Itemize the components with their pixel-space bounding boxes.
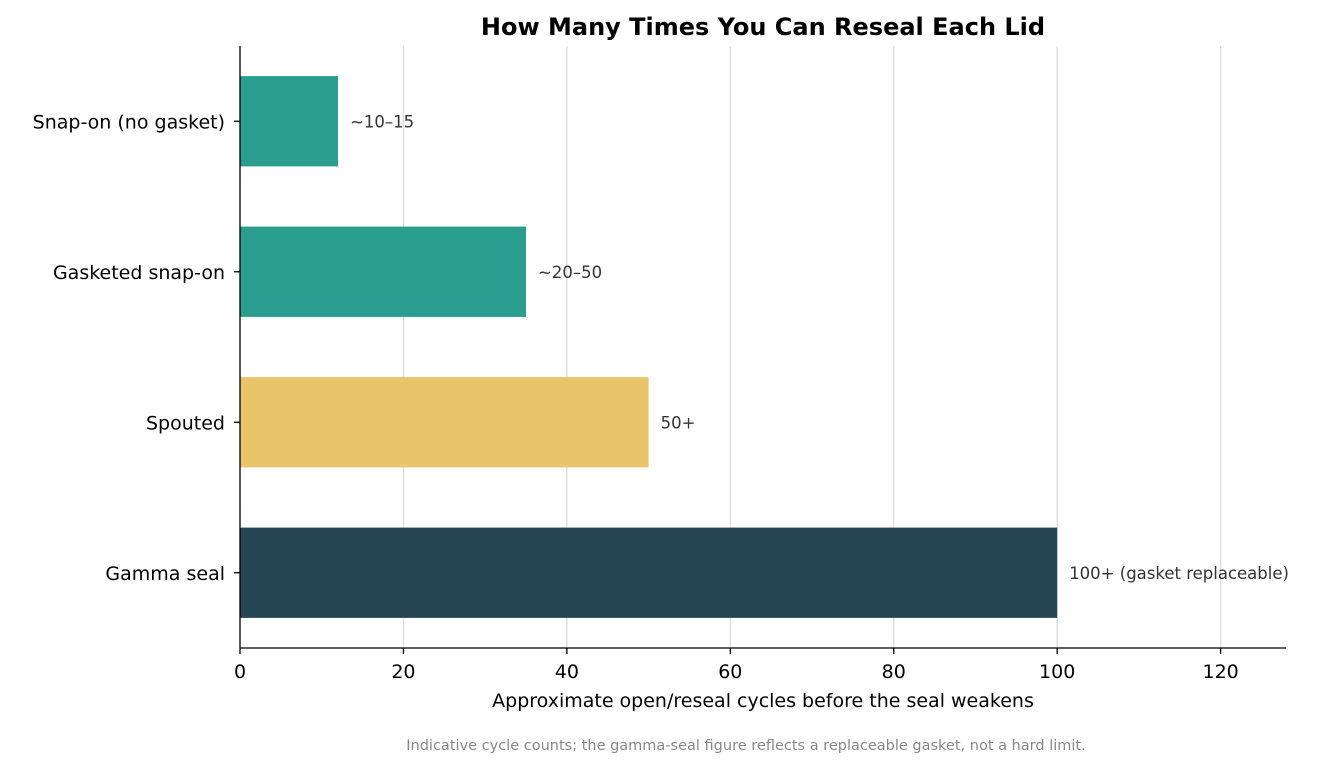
bar [240,527,1058,618]
chart-title: How Many Times You Can Reseal Each Lid [481,13,1045,41]
labels: 0 20 40 60 80 100 120 Snap-on (no gasket) ~10–15… [33,111,1289,683]
category-label: Spouted [146,412,225,434]
bars [240,76,1058,618]
data-label: 50+ [661,413,696,432]
bar [240,76,339,167]
category-label: Gasketed snap-on [53,262,225,284]
bar [240,377,649,468]
category-label: Gamma seal [105,563,225,585]
x-tick-label: 120 [1202,661,1238,683]
category-label: Snap-on (no gasket) [33,111,225,133]
axes [234,46,1286,654]
x-axis-label: Approximate open/reseal cycles before th… [492,690,1034,712]
x-tick-label: 80 [882,661,906,683]
x-tick-label: 0 [234,661,246,683]
chart-footnote: Indicative cycle counts; the gamma-seal … [406,738,1085,754]
x-tick-label: 40 [555,661,579,683]
x-tick-label: 60 [718,661,742,683]
x-tick-label: 20 [391,661,415,683]
bar [240,226,527,317]
data-label: 100+ (gasket replaceable) [1069,564,1289,583]
data-label: ~20–50 [538,263,602,282]
data-label: ~10–15 [350,112,414,131]
x-tick-label: 100 [1039,661,1075,683]
